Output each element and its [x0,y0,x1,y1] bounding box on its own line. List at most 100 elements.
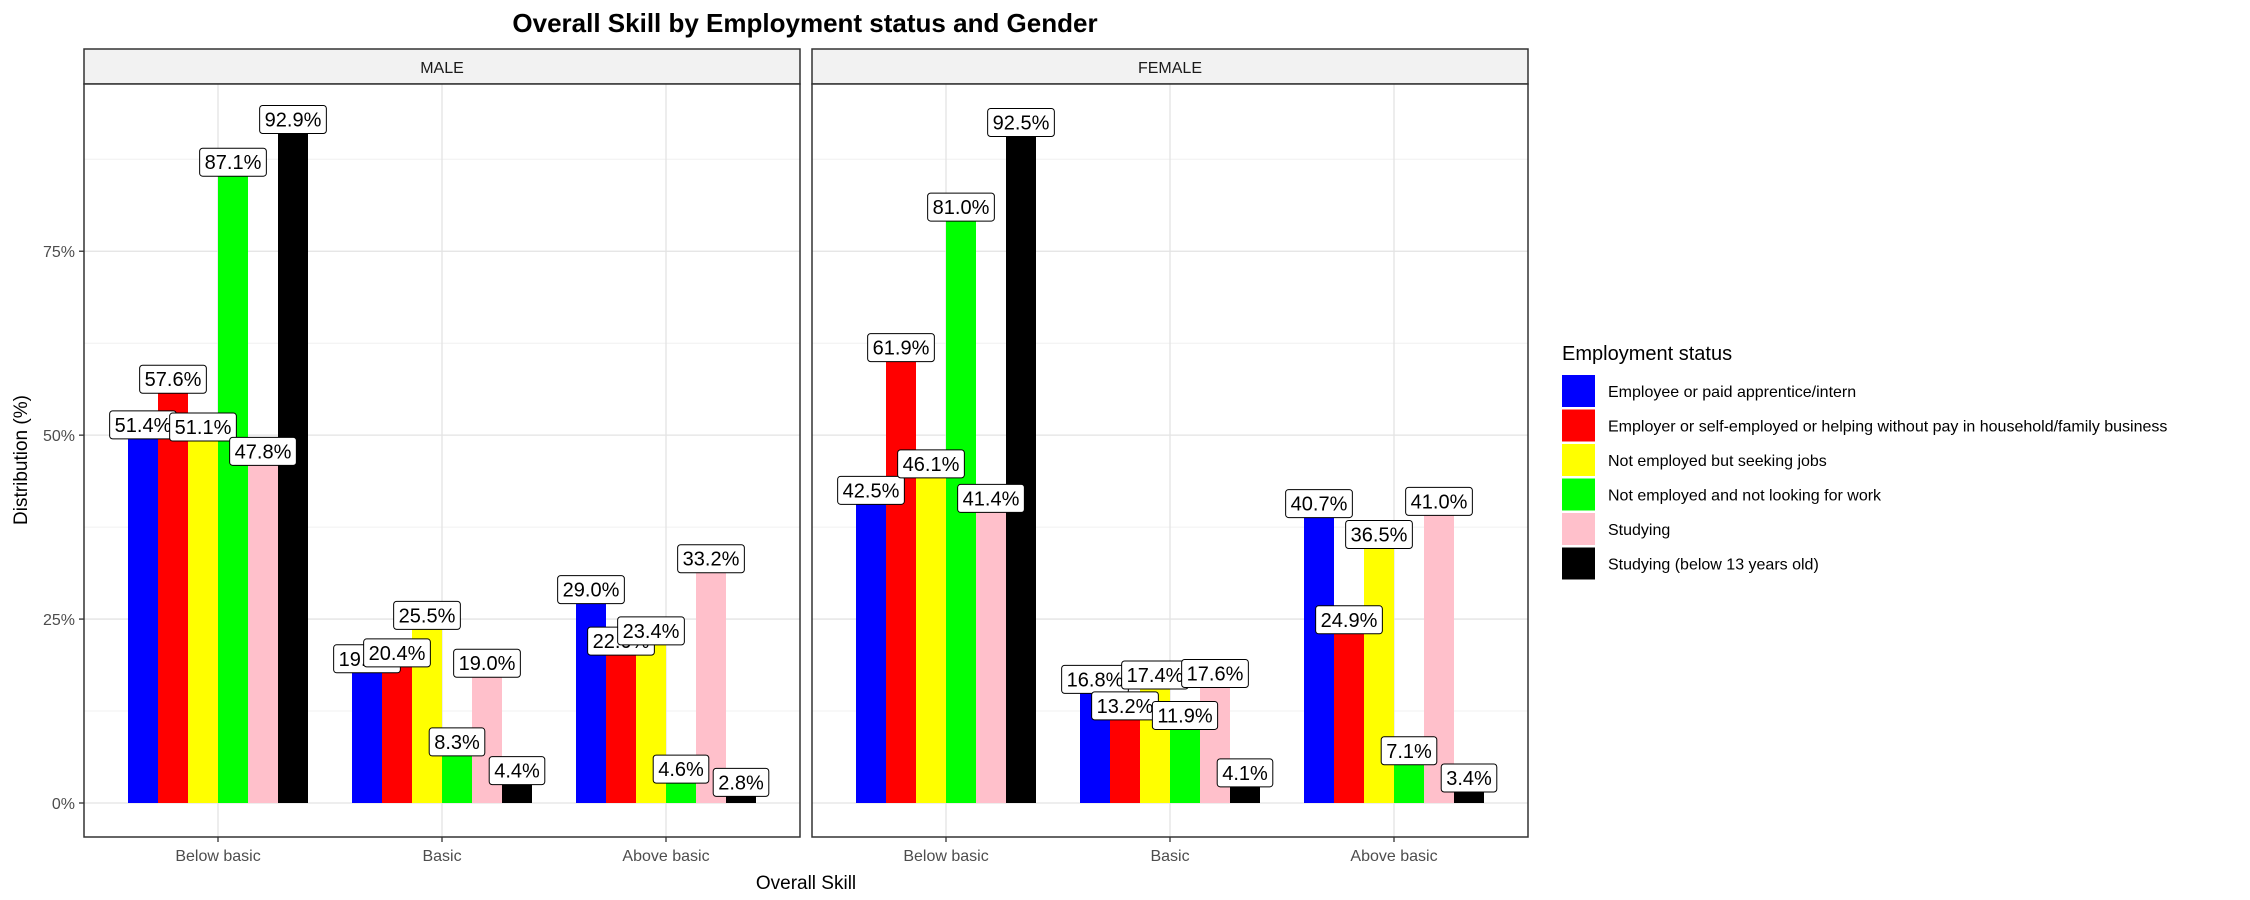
data-label: 36.5% [1345,519,1413,549]
x-tick-label: Below basic [175,848,260,865]
data-label-text: 42.5% [843,480,900,502]
data-label: 19.0% [453,648,521,678]
data-label-box [428,727,486,757]
data-label: 20.4% [363,638,431,668]
data-label-text: 51.4% [115,415,172,437]
data-label-text: 33.2% [683,549,740,571]
data-label: 24.9% [1315,605,1383,635]
legend-item: Not employed but seeking jobs [1562,444,1827,476]
x-tick-label: Basic [422,848,461,865]
panel-male: MALE51.4%57.6%51.1%87.1%47.8%92.9%19.6%2… [83,48,801,865]
legend: Employment status Employee or paid appre… [1562,343,2167,580]
y-tick-label: 0% [52,796,75,813]
data-label-box [259,105,327,135]
data-label: 7.1% [1380,736,1438,766]
x-tick-label: Above basic [1350,848,1437,865]
data-label: 17.6% [1181,659,1249,689]
legend-swatch [1562,409,1595,442]
data-label-box [1405,486,1473,516]
data-label-box [837,475,905,505]
data-label: 61.9% [867,333,935,363]
data-label-box [617,616,685,646]
data-label: 81.0% [927,192,995,222]
data-label-text: 3.4% [1446,768,1492,790]
data-label-text: 36.5% [1351,524,1408,546]
data-label: 4.4% [488,756,546,786]
data-label-text: 4.1% [1222,763,1268,785]
data-label: 3.4% [1440,763,1498,793]
data-label-text: 17.4% [1127,665,1184,687]
bar [1334,619,1364,803]
data-label-box [1380,736,1438,766]
legend-swatch [1562,513,1595,545]
data-label-box [652,754,710,784]
data-label-text: 8.3% [434,732,480,754]
data-label-text: 17.6% [1187,664,1244,686]
legend-title: Employment status [1562,343,1732,365]
facet-strip [83,48,801,85]
data-label-text: 13.2% [1097,696,1154,718]
facet-strip [811,48,1529,85]
data-label-box [987,107,1055,137]
data-label-text: 92.9% [265,110,322,132]
bar [248,451,278,803]
data-label: 8.3% [428,727,486,757]
bar [1006,122,1036,804]
bar [382,652,412,803]
data-label-text: 16.8% [1067,669,1124,691]
legend-swatch [1562,375,1595,407]
data-label-text: 47.8% [235,441,292,463]
bar [128,424,158,803]
y-axis-label: Distribution (%) [11,395,32,525]
data-label-text: 87.1% [205,152,262,174]
panel-female: FEMALE 42.5% 61.9% 46.1% 81.0% 41.4% 92.5% 16.8… [811,48,1529,865]
data-label: 41.0% [1405,486,1473,516]
legend-swatch [1562,547,1595,580]
data-label: 57.6% [139,364,207,394]
data-label-box [677,544,745,574]
data-label: 92.5% [987,107,1055,137]
data-label-box [1345,519,1413,549]
data-label-box [927,192,995,222]
data-label: 23.4% [617,616,685,646]
y-tick-label: 25% [43,612,75,629]
bar [218,162,248,803]
data-label: 41.4% [957,483,1025,513]
bar [188,427,218,803]
data-label-box [867,333,935,363]
bar [856,490,886,803]
x-tick-label: Above basic [622,848,709,865]
bar [576,589,606,803]
data-label-text: 2.8% [718,772,764,794]
bar [916,463,946,803]
data-label: 40.7% [1285,489,1353,519]
bar [886,347,916,803]
data-label: 16.8% [1061,664,1129,694]
data-label: 25.5% [393,600,461,630]
legend-label: Studying (below 13 years old) [1608,557,1819,574]
data-label-box [229,436,297,466]
data-label-box [1181,659,1249,689]
chart-title: Overall Skill by Employment status and G… [512,8,1097,38]
panels: MALE51.4%57.6%51.1%87.1%47.8%92.9%19.6%2… [43,48,1529,865]
data-label: 4.6% [652,754,710,784]
data-label-text: 92.5% [993,112,1050,134]
data-label-box [1216,758,1274,788]
legend-label: Employer or self-employed or helping wit… [1608,419,2167,436]
legend-swatch [1562,478,1595,511]
data-label-box [957,483,1025,513]
data-label-box [557,575,625,605]
data-label-text: 11.9% [1157,705,1212,727]
data-label-text: 4.6% [658,759,704,781]
legend-label: Not employed and not looking for work [1608,488,1882,505]
legend-label: Studying [1608,522,1670,539]
data-label: 33.2% [677,544,745,574]
data-label: 87.1% [199,147,267,177]
data-label: 17.4% [1121,660,1189,690]
data-label: 47.8% [229,436,297,466]
data-label: 4.1% [1216,758,1274,788]
bar [1304,503,1334,803]
data-label-text: 29.0% [563,580,620,602]
data-label-text: 61.9% [873,338,930,360]
